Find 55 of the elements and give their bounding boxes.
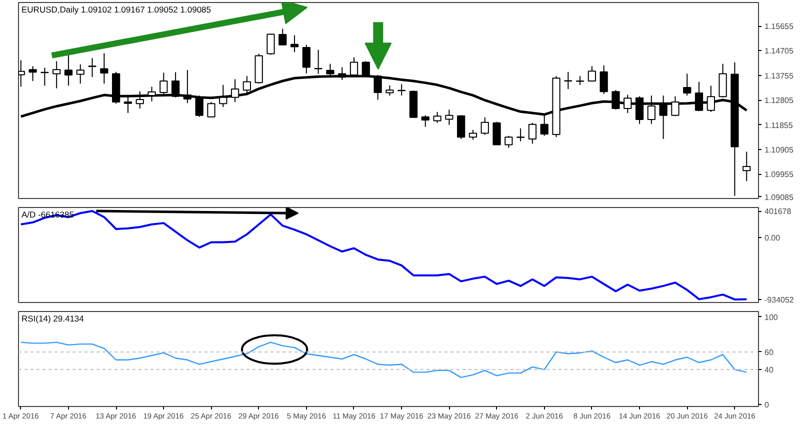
candlestick [278, 28, 287, 46]
candlestick [457, 114, 466, 140]
y-tick-label: 1.10905 [764, 146, 794, 154]
candlestick [683, 73, 692, 96]
candlestick [528, 122, 537, 144]
line-series [20, 210, 748, 300]
candlestick [124, 96, 132, 114]
y-tick-label: 100 [764, 312, 778, 322]
candlestick [76, 64, 84, 84]
candlestick [612, 90, 620, 110]
candlestick [148, 86, 156, 102]
candlestick [421, 114, 430, 128]
candlestick [290, 34, 299, 53]
y-tick-label: 0 [764, 400, 770, 410]
y-tick-label: 1.09955 [764, 170, 794, 180]
candlestick [600, 64, 608, 94]
chart-title: RSI(14) 29.4134 [22, 314, 84, 324]
candlestick [386, 84, 394, 96]
candlestick [480, 116, 489, 136]
candlestick [742, 151, 751, 182]
candlestick [302, 44, 310, 74]
y-tick-label: 60 [764, 348, 774, 357]
candlestick [694, 81, 704, 112]
candlestick [64, 54, 73, 86]
y-tick-label: 401678 [764, 207, 792, 216]
y-tick-label: 1.12805 [764, 96, 794, 106]
y-tick-label: 1.13755 [764, 71, 794, 80]
candlestick [588, 66, 596, 82]
line-series [20, 342, 748, 378]
candlestick [445, 109, 454, 126]
y-tick-label: 40 [764, 366, 774, 375]
candlestick [28, 66, 37, 82]
y-tick-label: -934052 [764, 295, 794, 304]
candlestick [314, 49, 322, 74]
candlestick [219, 84, 228, 108]
candlestick [266, 33, 275, 56]
y-tick-label: 1.14705 [764, 46, 794, 56]
candlestick [136, 90, 144, 110]
candlestick [706, 85, 715, 112]
candlestick [88, 58, 96, 78]
y-tick-label: 1.11855 [764, 120, 794, 130]
candlestick [564, 71, 572, 90]
y-tick-label: 1.15655 [764, 22, 794, 32]
candlestick [52, 60, 61, 89]
candlestick [468, 129, 478, 140]
y-tick-label: 0.00 [764, 234, 781, 243]
candlestick [207, 102, 216, 118]
candlestick [433, 111, 442, 124]
candlestick [504, 135, 513, 148]
candlestick [516, 128, 525, 142]
candlestick [624, 94, 632, 114]
y-tick-label: 1.09085 [764, 192, 794, 202]
candlestick [230, 78, 240, 103]
candlestick [492, 121, 501, 146]
candlestick [100, 52, 108, 84]
